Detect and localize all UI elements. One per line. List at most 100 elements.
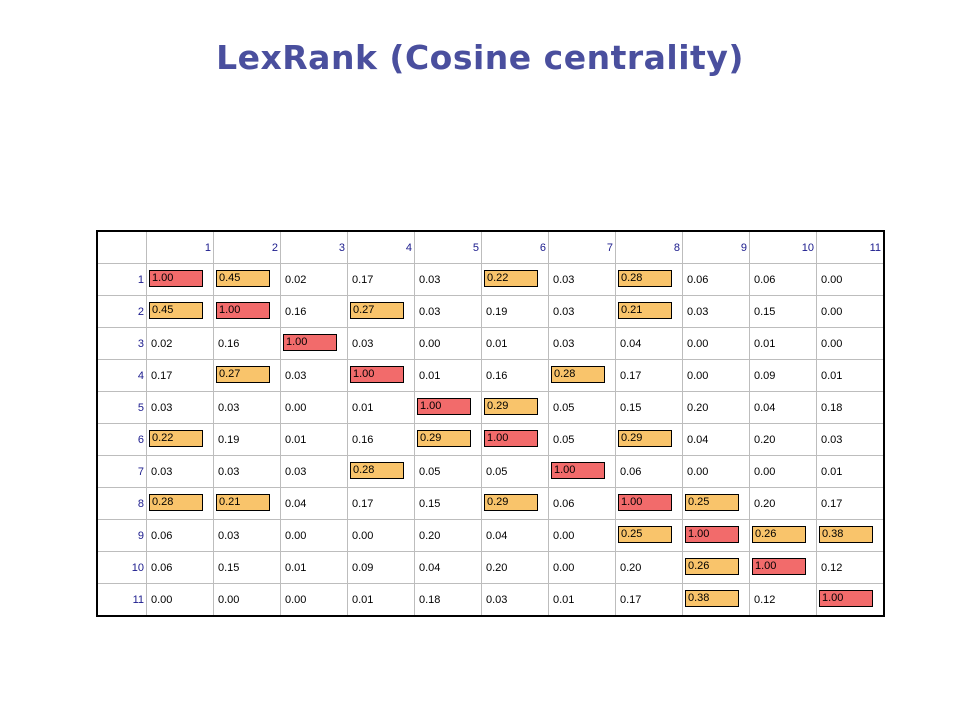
cell-value: 0.16: [285, 305, 307, 318]
high-value-highlight: 0.45: [149, 302, 203, 319]
cell-value: 0.06: [151, 561, 173, 574]
cell-value: 0.17: [151, 369, 173, 382]
high-value-highlight: 0.45: [216, 270, 270, 287]
matrix-cell: 1.00: [414, 391, 482, 424]
matrix-row: 6 0.22 0.19 0.01 0.16 0.29 1.00 0.05 0.29 0.04 0.2…: [96, 423, 885, 456]
matrix-cell: 0.17: [347, 487, 415, 520]
matrix-cell: 0.00: [816, 327, 885, 360]
matrix-cell: 0.03: [414, 263, 482, 296]
cell-value: 0.00: [687, 337, 709, 350]
diagonal-highlight: 1.00: [618, 494, 672, 511]
matrix-cell: 0.01: [816, 359, 885, 392]
row-header: 7: [96, 455, 147, 488]
column-header: 9: [682, 230, 750, 264]
matrix-cell: 0.16: [213, 327, 281, 360]
matrix-row: 5 0.03 0.03 0.00 0.01 1.00 0.29 0.05 0.15 0.20 0.0…: [96, 391, 885, 424]
cell-value: 0.04: [419, 561, 441, 574]
cell-value: 0.01: [486, 337, 508, 350]
cell-value: 0.01: [754, 337, 776, 350]
matrix-cell: 0.01: [548, 583, 616, 617]
diagonal-highlight: 1.00: [819, 590, 873, 607]
matrix-cell: 0.15: [213, 551, 281, 584]
matrix-cell: 1.00: [280, 327, 348, 360]
matrix-cell: 0.17: [816, 487, 885, 520]
cell-value: 0.03: [553, 273, 575, 286]
matrix-cell: 0.16: [347, 423, 415, 456]
cell-value: 0.09: [352, 561, 374, 574]
cell-value: 0.04: [754, 401, 776, 414]
matrix-cell: 0.17: [347, 263, 415, 296]
cell-value: 0.18: [821, 401, 843, 414]
diagonal-highlight: 1.00: [216, 302, 270, 319]
matrix-cell: 1.00: [146, 263, 214, 296]
matrix-cell: 0.26: [749, 519, 817, 552]
cell-value: 0.00: [687, 369, 709, 382]
matrix-cell: 0.06: [146, 551, 214, 584]
column-header: 3: [280, 230, 348, 264]
high-value-highlight: 0.26: [752, 526, 806, 543]
matrix-cell: 0.27: [213, 359, 281, 392]
cell-value: 0.00: [285, 529, 307, 542]
cell-value: 0.15: [218, 561, 240, 574]
high-value-highlight: 0.21: [216, 494, 270, 511]
cell-value: 0.15: [754, 305, 776, 318]
matrix-cell: 0.00: [682, 455, 750, 488]
cell-value: 0.06: [553, 497, 575, 510]
high-value-highlight: 0.38: [685, 590, 739, 607]
cell-value: 0.03: [151, 465, 173, 478]
matrix-cell: 0.38: [816, 519, 885, 552]
matrix-cell: 0.19: [481, 295, 549, 328]
matrix-cell: 0.22: [481, 263, 549, 296]
matrix-cell: 0.29: [481, 487, 549, 520]
high-value-highlight: 0.28: [149, 494, 203, 511]
cell-value: 0.20: [754, 497, 776, 510]
matrix-cell: 0.03: [280, 455, 348, 488]
cell-value: 0.15: [419, 497, 441, 510]
cell-value: 0.01: [285, 561, 307, 574]
matrix-cell: 0.03: [682, 295, 750, 328]
matrix-cell: 0.03: [548, 327, 616, 360]
cell-value: 0.00: [218, 593, 240, 606]
row-header: 8: [96, 487, 147, 520]
matrix-cell: 0.00: [146, 583, 214, 617]
matrix-cell: 0.00: [280, 583, 348, 617]
matrix-cell: 0.21: [615, 295, 683, 328]
column-header: 7: [548, 230, 616, 264]
matrix-cell: 0.01: [280, 423, 348, 456]
row-header: 9: [96, 519, 147, 552]
cell-value: 0.03: [218, 529, 240, 542]
matrix-cell: 0.00: [548, 519, 616, 552]
cell-value: 0.00: [553, 529, 575, 542]
high-value-highlight: 0.26: [685, 558, 739, 575]
cell-value: 0.04: [620, 337, 642, 350]
matrix-row: 8 0.28 0.21 0.04 0.17 0.15 0.29 0.06 1.00 0.25 0.2…: [96, 487, 885, 520]
matrix-cell: 1.00: [548, 455, 616, 488]
matrix-cell: 0.45: [146, 295, 214, 328]
matrix-cell: 0.20: [481, 551, 549, 584]
cell-value: 0.04: [687, 433, 709, 446]
cell-value: 0.00: [553, 561, 575, 574]
cell-value: 0.20: [687, 401, 709, 414]
matrix-cell: 0.03: [481, 583, 549, 617]
matrix-cell: 0.20: [749, 423, 817, 456]
column-header: 4: [347, 230, 415, 264]
matrix-cell: 0.05: [481, 455, 549, 488]
column-header: 8: [615, 230, 683, 264]
matrix-cell: 1.00: [481, 423, 549, 456]
matrix-cell: 0.29: [615, 423, 683, 456]
high-value-highlight: 0.22: [149, 430, 203, 447]
cell-value: 0.03: [419, 305, 441, 318]
matrix-cell: 0.03: [213, 519, 281, 552]
cell-value: 0.06: [687, 273, 709, 286]
matrix-cell: 0.21: [213, 487, 281, 520]
matrix-cell: 0.00: [347, 519, 415, 552]
cell-value: 0.20: [620, 561, 642, 574]
cell-value: 0.03: [285, 369, 307, 382]
matrix-cell: 0.03: [280, 359, 348, 392]
cell-value: 0.03: [553, 305, 575, 318]
cell-value: 0.01: [285, 433, 307, 446]
diagonal-highlight: 1.00: [417, 398, 471, 415]
row-header: 3: [96, 327, 147, 360]
corner-cell: [96, 230, 147, 264]
matrix-cell: 0.04: [280, 487, 348, 520]
